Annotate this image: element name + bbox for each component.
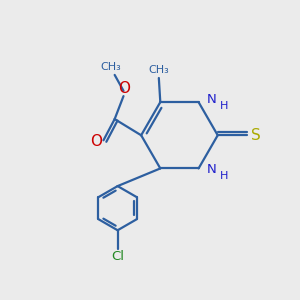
Text: CH₃: CH₃ <box>101 62 122 72</box>
Text: O: O <box>118 81 130 96</box>
Text: CH₃: CH₃ <box>148 65 169 75</box>
Text: Cl: Cl <box>111 250 124 263</box>
Text: S: S <box>251 128 261 143</box>
Text: H: H <box>220 171 228 182</box>
Text: O: O <box>90 134 102 149</box>
Text: H: H <box>220 101 228 111</box>
Text: N: N <box>207 164 217 176</box>
Text: N: N <box>207 93 217 106</box>
